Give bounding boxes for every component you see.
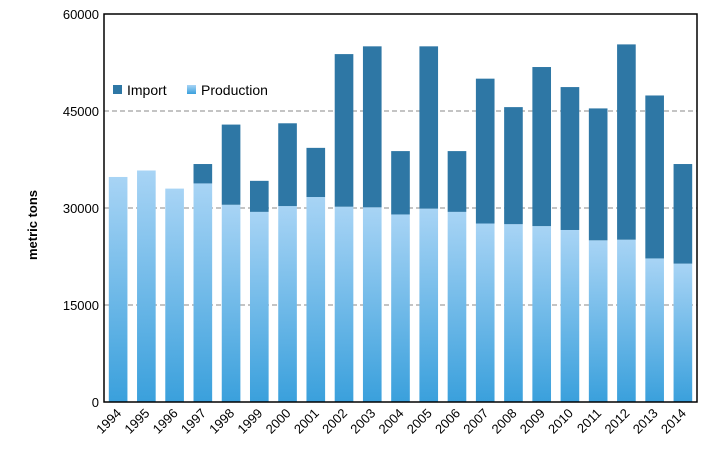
- y-tick-label: 30000: [63, 201, 99, 216]
- x-tick-label: 2007: [460, 406, 491, 437]
- x-tick-label: 1996: [150, 406, 181, 437]
- bar-import-1999: [249, 180, 269, 212]
- y-tick-labels: 0 15000 30000 45000 60000: [63, 7, 99, 410]
- bar-production-2001: [306, 197, 326, 402]
- y-tick-label: 15000: [63, 298, 99, 313]
- bar-import-2011: [588, 108, 608, 241]
- bar-production-2003: [362, 207, 382, 402]
- x-tick-label: 2011: [574, 406, 604, 436]
- bar-production-1999: [249, 211, 269, 402]
- x-tick-label: 2003: [347, 406, 378, 437]
- x-tick-label: 1997: [178, 406, 209, 437]
- x-tick-label: 1999: [234, 406, 265, 437]
- bar-production-1996: [165, 188, 184, 402]
- x-tick-label: 2014: [658, 406, 689, 437]
- bar-import-2000: [278, 123, 297, 207]
- bar-production-1998: [221, 204, 241, 402]
- bar-production-1995: [137, 170, 156, 402]
- bar-import-2006: [447, 151, 467, 212]
- bar-production-2007: [475, 223, 495, 402]
- bar-production-2002: [334, 206, 354, 402]
- legend-label-production: Production: [201, 82, 268, 98]
- bar-production-2000: [278, 206, 297, 402]
- x-tick-label: 1998: [206, 406, 237, 437]
- plot-frame: [103, 13, 698, 403]
- bar-production-2011: [588, 240, 608, 402]
- bar-import-2013: [645, 95, 664, 259]
- legend-swatch-import: [113, 85, 122, 94]
- bar-import-2002: [334, 54, 354, 207]
- y-tick-label: 0: [92, 395, 99, 410]
- bar-import-2005: [419, 46, 439, 209]
- bar-import-2001: [306, 147, 326, 198]
- bar-production-2006: [447, 211, 467, 402]
- x-tick-label: 2010: [545, 406, 576, 437]
- x-tick-label: 2004: [376, 406, 407, 437]
- legend: Import Production: [113, 82, 268, 98]
- x-tick-label: 2006: [432, 406, 463, 437]
- x-tick-label: 2008: [489, 406, 520, 437]
- bar-import-2004: [391, 151, 410, 215]
- bar-import-2007: [475, 78, 495, 224]
- bar-production-2012: [617, 239, 636, 402]
- bar-import-2014: [673, 164, 693, 264]
- bar-production-2014: [673, 263, 693, 402]
- x-tick-label: 2005: [404, 406, 435, 437]
- bar-production-1994: [108, 176, 128, 402]
- bar-production-2009: [532, 226, 552, 402]
- x-tick-labels: 1994199519961997199819992000200120022003…: [93, 406, 689, 437]
- bar-production-2005: [419, 208, 439, 402]
- x-tick-label: 2000: [263, 406, 294, 437]
- bar-import-2010: [560, 87, 580, 230]
- bar-import-1998: [221, 124, 241, 205]
- legend-swatch-production: [187, 85, 196, 94]
- bar-import-2009: [532, 67, 552, 227]
- y-tick-label: 60000: [63, 7, 99, 22]
- bar-production-2013: [645, 258, 664, 402]
- bar-import-2008: [504, 107, 523, 225]
- legend-label-import: Import: [127, 82, 167, 98]
- bar-production-2008: [504, 224, 523, 402]
- bar-import-2003: [362, 46, 382, 208]
- bar-production-2010: [560, 229, 580, 402]
- x-tick-label: 2002: [319, 406, 350, 437]
- bar-import-1997: [193, 164, 213, 184]
- x-tick-label: 1995: [121, 406, 152, 437]
- bar-production-1997: [193, 183, 213, 402]
- x-tick-label: 2001: [291, 406, 322, 437]
- x-tick-label: 1994: [93, 406, 124, 437]
- bars: [108, 44, 693, 402]
- bar-import-2012: [617, 44, 636, 240]
- x-tick-label: 2009: [517, 406, 548, 437]
- bar-production-2004: [391, 214, 410, 402]
- y-tick-label: 45000: [63, 104, 99, 119]
- y-axis-title: metric tons: [25, 190, 40, 260]
- x-tick-label: 2012: [601, 406, 632, 437]
- x-tick-label: 2013: [630, 406, 661, 437]
